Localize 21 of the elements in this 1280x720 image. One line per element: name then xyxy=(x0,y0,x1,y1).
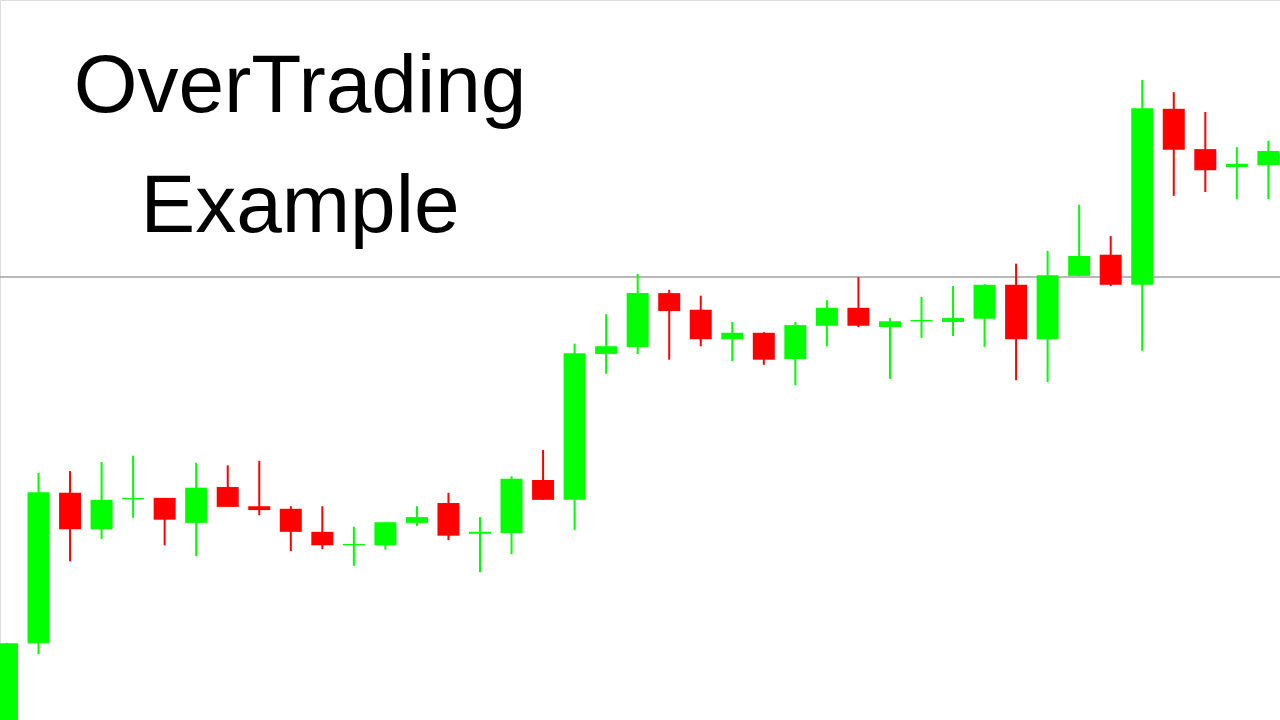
candlestick xyxy=(658,288,681,361)
candlestick xyxy=(942,285,965,337)
candlestick xyxy=(405,505,428,528)
candlestick xyxy=(311,505,334,551)
candlestick xyxy=(1257,139,1280,201)
candlestick xyxy=(532,448,555,501)
candlestick xyxy=(374,521,397,551)
candlestick xyxy=(721,320,744,362)
candlestick xyxy=(847,276,870,329)
candlestick xyxy=(1068,203,1091,277)
candlestick xyxy=(815,299,838,348)
candlestick xyxy=(279,505,302,553)
candlestick xyxy=(1194,111,1217,193)
candlestick xyxy=(216,464,239,508)
chart-title: OverTrading Example xyxy=(73,38,527,249)
candlestick xyxy=(248,459,271,517)
candlestick xyxy=(153,496,176,547)
candlestick xyxy=(1225,146,1248,201)
candlestick xyxy=(469,516,492,574)
candlestick xyxy=(878,317,901,380)
candlestick xyxy=(595,313,618,375)
